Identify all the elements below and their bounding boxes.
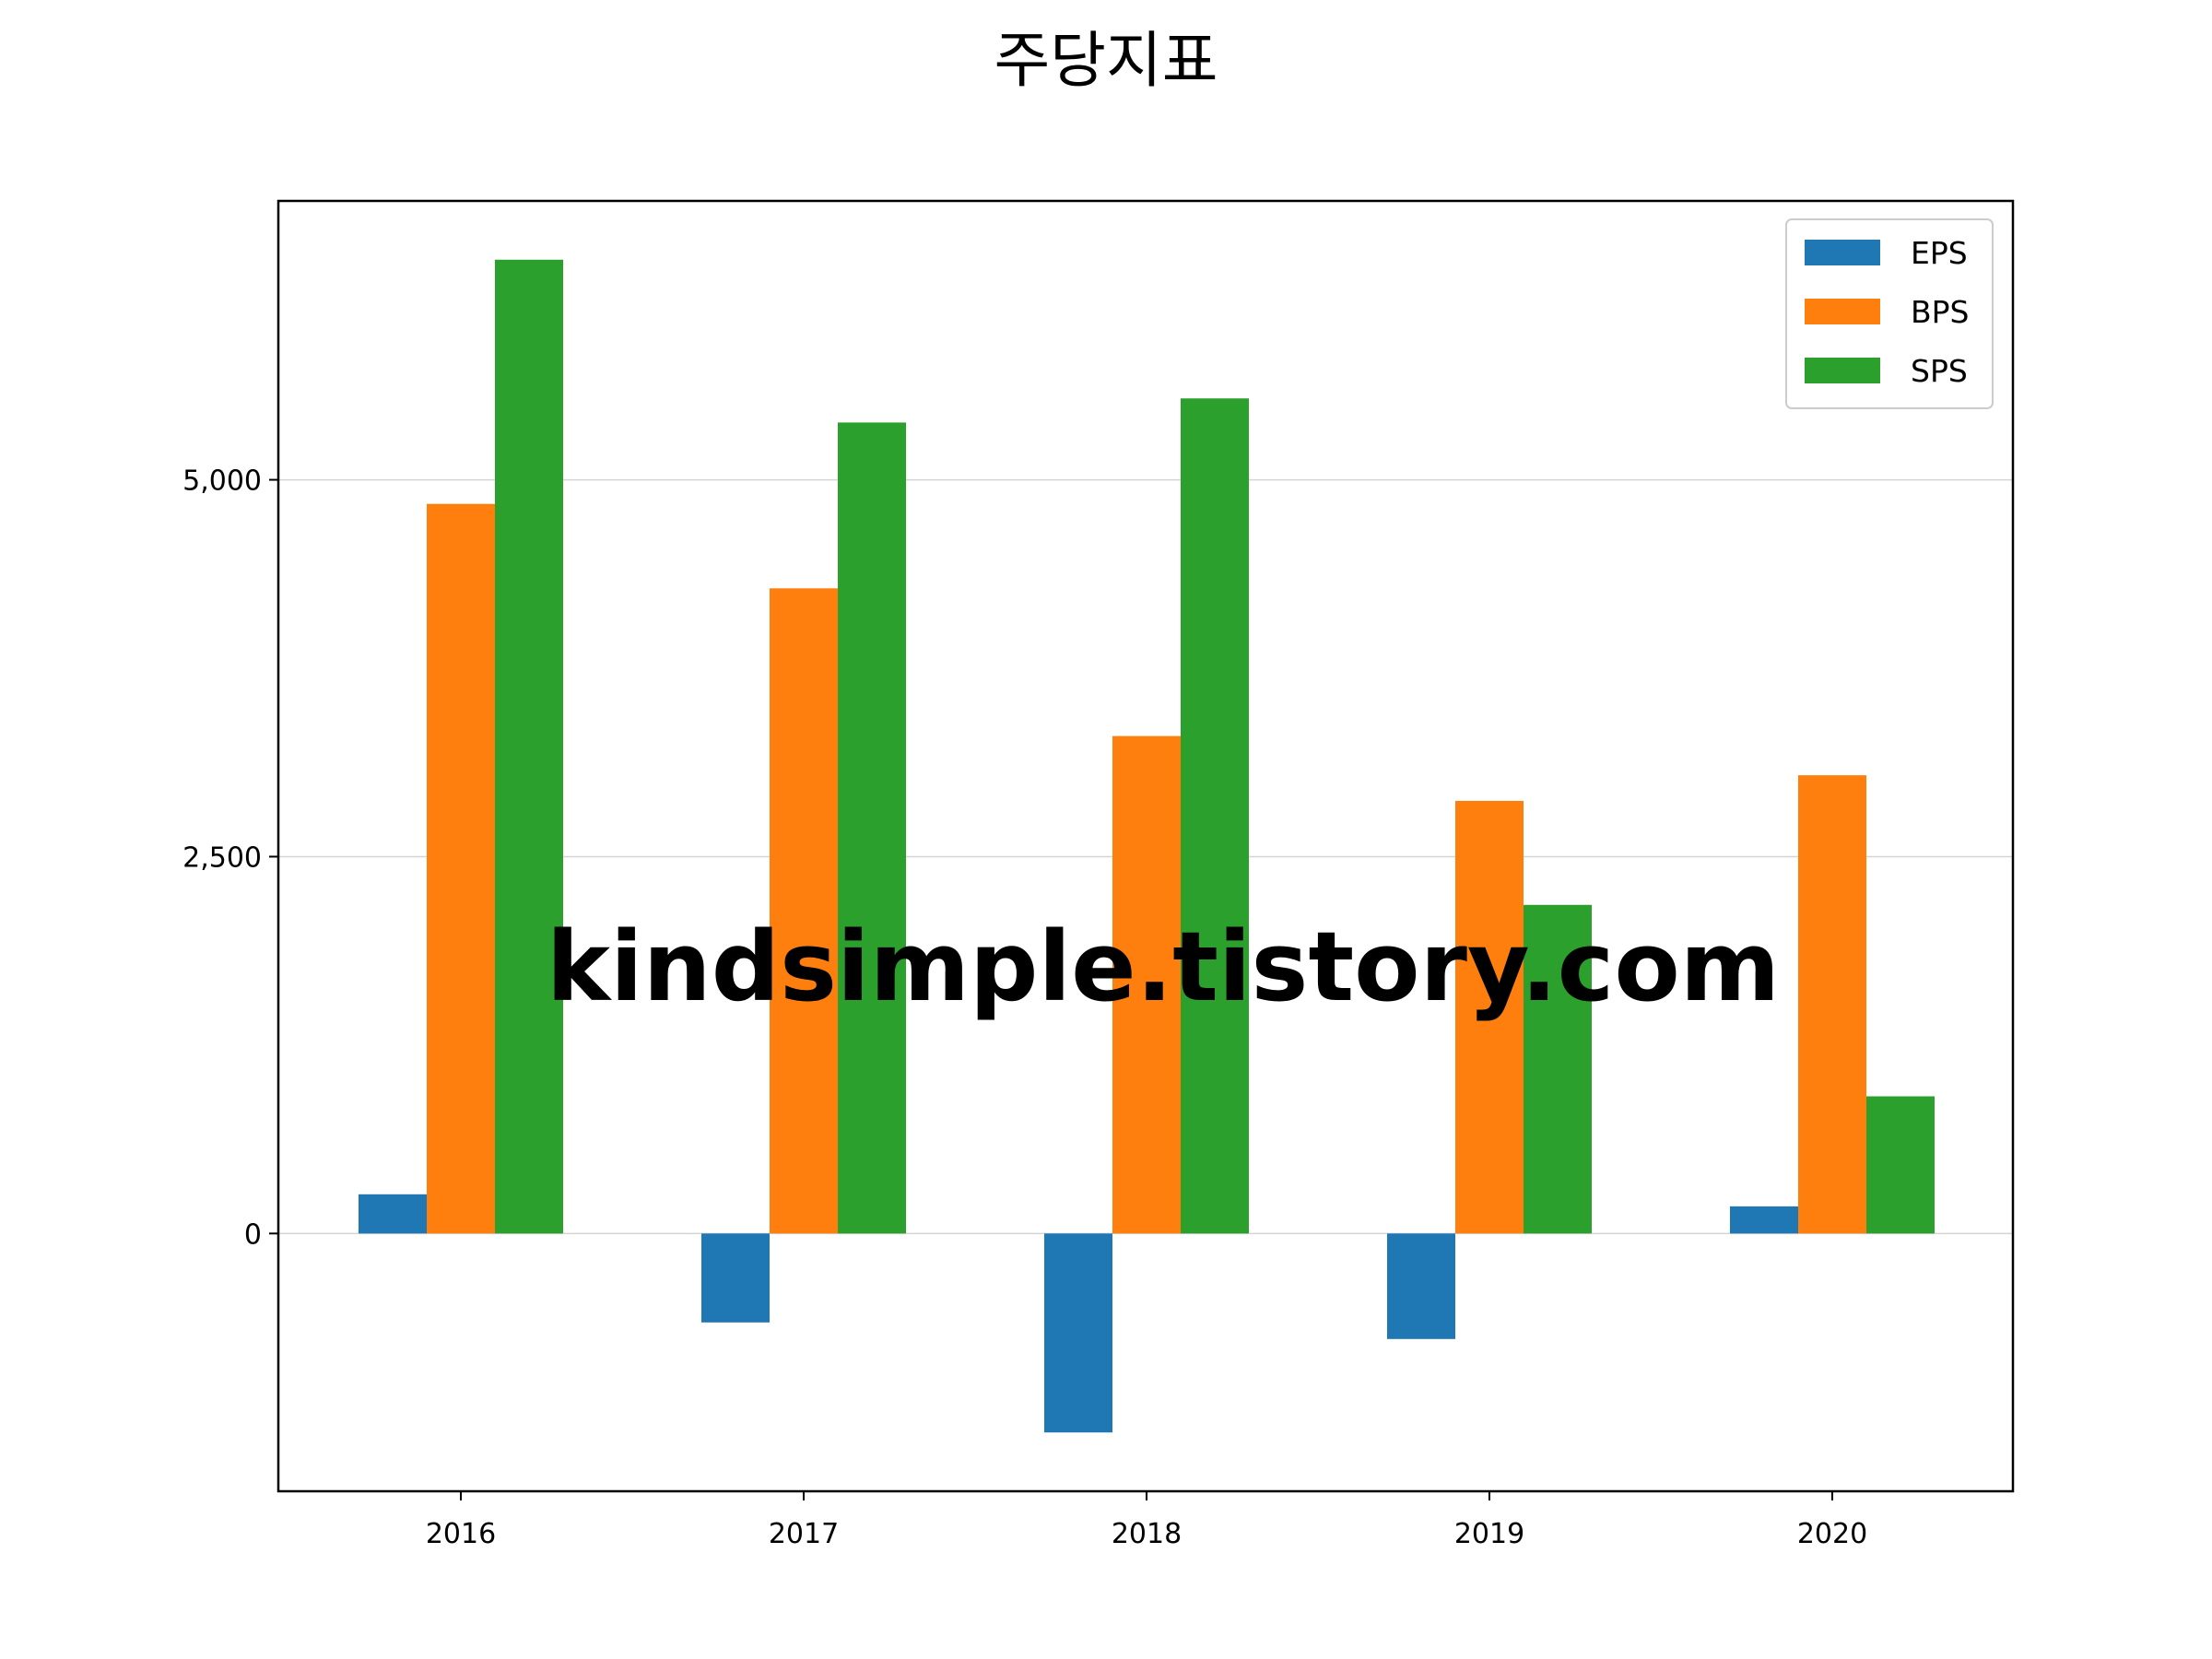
watermark: kindsimple.tistory.com (547, 911, 1780, 1023)
x-tick-label: 2020 (1797, 1518, 1867, 1550)
y-tick-label: 0 (244, 1218, 262, 1251)
bar-bps-2019 (1455, 800, 1524, 1234)
bar-eps-2016 (359, 1194, 427, 1234)
y-axis: 0 2,500 5,000 (182, 465, 278, 1251)
x-tick-label: 2017 (769, 1518, 839, 1550)
bar-sps-2020 (1866, 1096, 1935, 1234)
x-axis: 2016 2017 2018 2019 2020 (426, 1491, 1867, 1550)
y-tick-label: 5,000 (182, 465, 262, 498)
bar-bps-2017 (770, 588, 838, 1234)
bar-eps-2017 (701, 1233, 770, 1323)
legend-label-bps: BPS (1911, 294, 1970, 330)
bar-sps-2017 (838, 422, 906, 1234)
bar-sps-2019 (1524, 904, 1592, 1234)
x-tick-label: 2016 (426, 1518, 496, 1550)
bar-bps-2020 (1798, 775, 1866, 1234)
legend-label-eps: EPS (1911, 235, 1968, 271)
legend-swatch-bps (1805, 299, 1880, 324)
legend-swatch-eps (1805, 240, 1880, 265)
bar-eps-2020 (1730, 1206, 1798, 1234)
bar-sps-2016 (495, 259, 563, 1234)
bar-bps-2016 (427, 503, 495, 1234)
y-tick-label: 2,500 (182, 841, 262, 874)
bar-sps-2018 (1181, 398, 1249, 1234)
legend-label-sps: SPS (1911, 353, 1968, 389)
legend-swatch-sps (1805, 358, 1880, 383)
bar-eps-2019 (1387, 1233, 1455, 1339)
bars (359, 259, 1935, 1433)
x-tick-label: 2018 (1112, 1518, 1182, 1550)
bar-eps-2018 (1044, 1233, 1112, 1433)
x-tick-label: 2019 (1454, 1518, 1524, 1550)
legend: EPS BPS SPS (1785, 218, 1994, 409)
bar-bps-2018 (1112, 735, 1181, 1234)
chart-title: 주당지표 (994, 25, 1218, 96)
